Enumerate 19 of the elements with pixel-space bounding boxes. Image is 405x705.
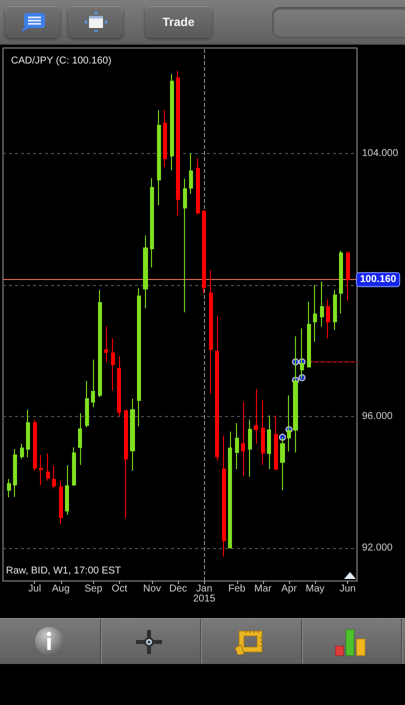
annotation: Raw, BID, W1, 17:00 EST <box>6 566 122 576</box>
x-tick-label: Jul <box>28 584 42 594</box>
x-tick-label: Oct <box>112 584 128 594</box>
x-tick-label: Mar <box>254 584 272 594</box>
x-tick-label: Nov <box>143 584 161 594</box>
x-tick-label: Jan 2015 <box>193 584 216 604</box>
x-tick-label: Jun <box>340 584 356 594</box>
toolbar-button: Trade <box>145 6 212 38</box>
ref-line-label: 100.160 <box>360 274 397 286</box>
x-tick-label: Apr <box>281 584 298 594</box>
y-tick-label: 96.000 <box>362 410 394 422</box>
x-tick-label: Feb <box>228 584 246 594</box>
x-tick-label: Sep <box>84 584 103 594</box>
text: CAD/JPY (C: 100.160) <box>11 56 112 66</box>
x-tick-label: May <box>306 584 325 594</box>
x-tick-label: Dec <box>169 584 188 594</box>
y-tick-label: 92.000 <box>362 542 394 554</box>
x-tick-label: Aug <box>52 584 70 594</box>
y-tick-label: 104.000 <box>362 148 399 159</box>
